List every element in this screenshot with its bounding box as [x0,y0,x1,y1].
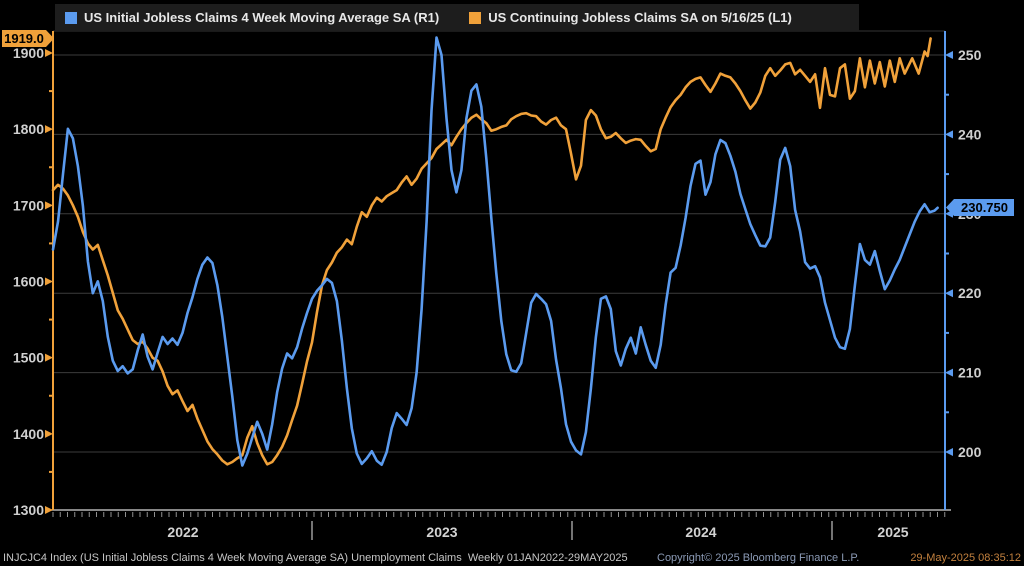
left-axis-tick-label: 1900 [13,45,44,61]
right-axis-tick-label: 240 [958,126,982,142]
series-line-continuing-claims [51,37,932,466]
right-axis-tick-label: 220 [958,285,982,301]
x-axis-year-label: 2025 [877,524,908,540]
series-lines [51,36,939,467]
legend-label-continuing-claims: US Continuing Jobless Claims SA on 5/16/… [488,10,792,25]
x-axis-year-label: 2024 [685,524,716,540]
legend-bar: US Initial Jobless Claims 4 Week Moving … [55,4,859,31]
right-axis-tick-label: 200 [958,444,982,460]
left-axis-tick-label: 1400 [13,426,44,442]
right-axis: 250240230220210200 [944,31,982,510]
legend-label-initial-claims: US Initial Jobless Claims 4 Week Moving … [84,10,440,25]
legend-item-initial-claims[interactable]: US Initial Jobless Claims 4 Week Moving … [65,10,439,25]
footer-timestamp: 29-May-2025 08:35:12 [910,552,1021,564]
continuing-claims-series-swatch-icon [469,11,482,24]
right-axis-tick-label: 210 [958,365,982,381]
footer-copyright: Copyright© 2025 Bloomberg Finance L.P. [657,552,860,564]
footer-ticker-description: INJCJC4 Index (US Initial Jobless Claims… [3,552,628,564]
left-axis-tick-label: 1700 [13,197,44,213]
left-axis-tick-label: 1300 [13,502,44,518]
x-axis-year-label: 2022 [167,524,198,540]
right-axis-tick-label: 250 [958,47,982,63]
footer-bar: INJCJC4 Index (US Initial Jobless Claims… [0,549,1024,564]
grid-lines [53,30,945,453]
left-axis-tick-label: 1500 [13,350,44,366]
legend-item-continuing-claims[interactable]: US Continuing Jobless Claims SA on 5/16/… [469,10,792,25]
left-axis-tick-label: 1800 [13,121,44,137]
left-axis: 1900 1800 1700 1600 1500 1400 1300 [13,31,54,518]
x-axis-year-label: 2023 [426,524,457,540]
x-axis: 2022 2023 2024 2025 [46,509,951,540]
last-value-tag-initial-claims: 230.750 [946,199,1014,216]
series-line-initial-claims [51,36,939,467]
left-axis-tick-label: 1600 [13,273,44,289]
initial-claims-series-swatch-icon [65,11,77,24]
last-value-tag-continuing-claims: 1919.0 [2,30,54,47]
